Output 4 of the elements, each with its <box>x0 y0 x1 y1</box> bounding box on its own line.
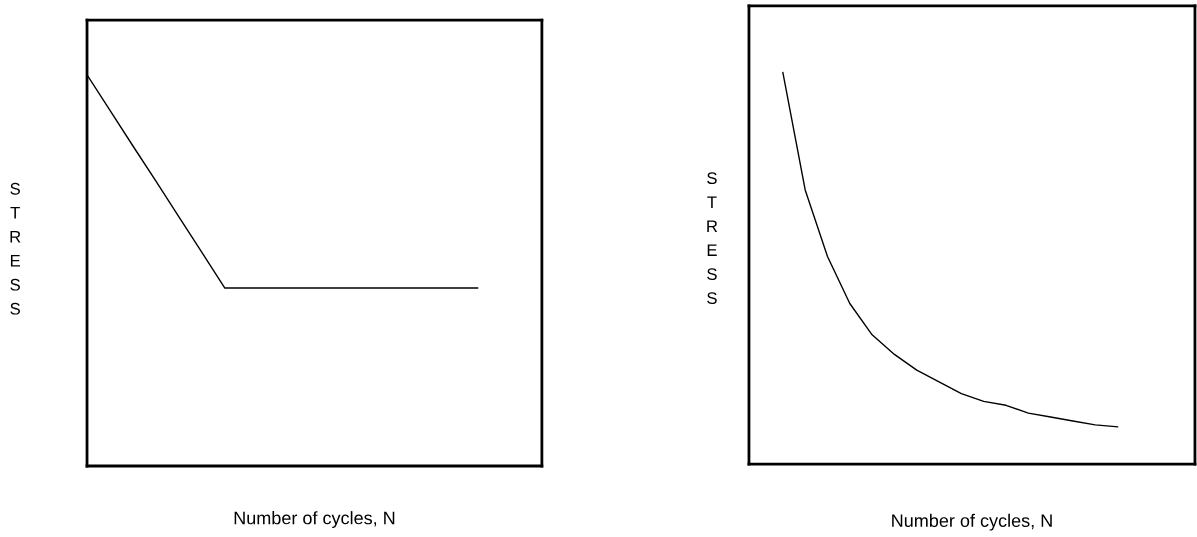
y-axis-title: S T R E S S <box>10 182 21 315</box>
y-axis-title: S T R E S S <box>707 172 718 305</box>
x-axis-title: Number of cycles, N <box>234 511 395 528</box>
x-axis-title: Number of cycles, N <box>892 513 1052 531</box>
